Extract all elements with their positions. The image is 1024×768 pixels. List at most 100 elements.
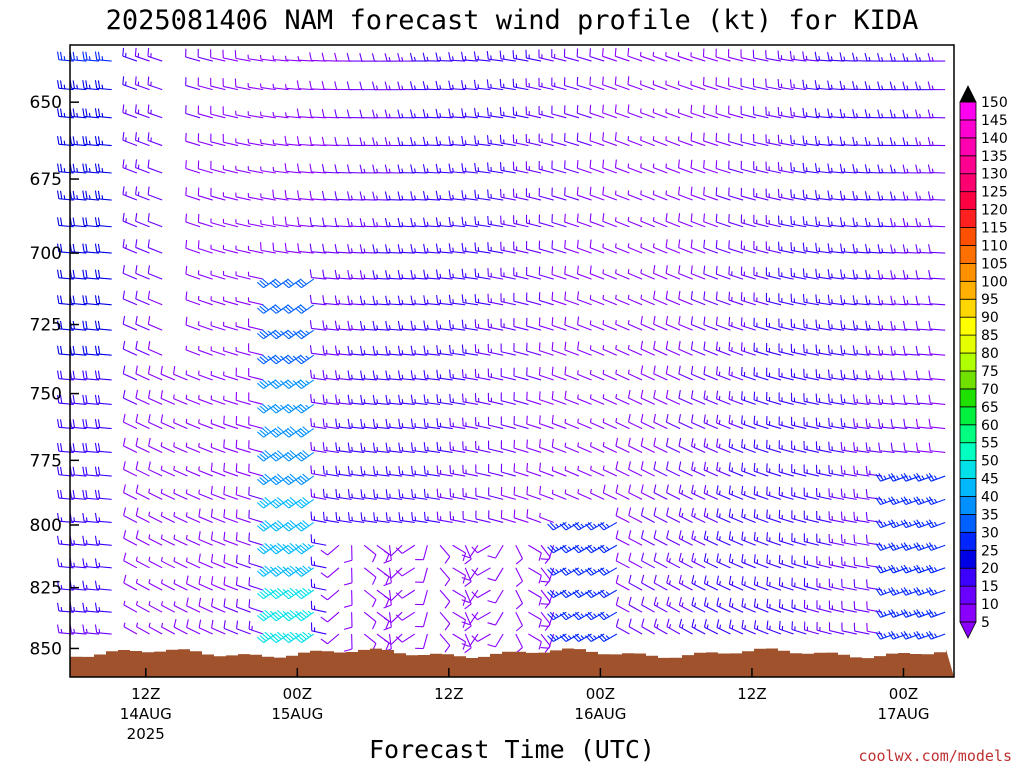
wind-barb [576, 48, 592, 62]
colorbar-segment [959, 280, 977, 300]
wind-barb [590, 488, 605, 500]
wind-barb [82, 466, 100, 477]
wind-barb [602, 484, 618, 500]
wind-barb [753, 576, 769, 591]
wind-barb [235, 554, 251, 569]
wind-barb [461, 242, 478, 254]
wind-barb [198, 575, 213, 591]
wind-barb [135, 290, 150, 306]
wind-barb [185, 345, 201, 356]
wind-barb [260, 193, 276, 201]
wind-barb [640, 80, 655, 91]
wind-barb [372, 345, 390, 356]
wind-barb [665, 413, 681, 430]
wind-barb [753, 342, 769, 356]
wind-barb [122, 186, 138, 201]
wind-barb [82, 51, 100, 62]
wind-barb [310, 511, 327, 523]
wind-barb [627, 76, 643, 91]
wind-barb [777, 78, 794, 91]
wind-barb [816, 578, 832, 591]
wind-barb [589, 265, 605, 280]
wind-barb [828, 600, 845, 613]
wind-barb [385, 466, 403, 477]
y-tick-label: 700 [30, 244, 62, 264]
wind-barb [777, 50, 794, 62]
wind-barb [334, 164, 352, 174]
wind-barb [900, 630, 921, 640]
credit-link[interactable]: coolwx.com/models [858, 747, 1012, 765]
wind-barb [691, 552, 706, 569]
wind-barb [385, 345, 403, 356]
wind-barb [564, 132, 580, 147]
wind-barb [690, 52, 706, 62]
wind-barb [57, 345, 74, 356]
wind-barb [309, 136, 327, 147]
wind-barb [222, 218, 239, 228]
wind-barb [589, 442, 605, 453]
wind-barb [690, 316, 706, 331]
wind-barb [890, 217, 908, 228]
wind-barb [915, 320, 933, 331]
wind-barb [398, 512, 415, 524]
wind-barb [334, 269, 352, 280]
wind-barb [473, 107, 491, 119]
wind-barb [282, 497, 302, 509]
wind-barb [135, 556, 150, 569]
wind-barb [294, 329, 315, 340]
wind-barb [147, 132, 163, 147]
wind-barb [791, 440, 807, 453]
wind-barb [395, 611, 416, 621]
wind-barb [347, 442, 365, 454]
wind-barb [803, 319, 819, 331]
wind-barb [259, 54, 276, 62]
wind-barb [627, 389, 643, 405]
colorbar-label: 135 [981, 149, 1008, 165]
wind-barb [247, 166, 264, 174]
wind-barb [690, 132, 706, 147]
wind-barb [160, 390, 176, 405]
wind-barb [827, 80, 845, 91]
wind-barb [347, 320, 365, 331]
wind-barb [223, 346, 239, 356]
wind-barb [223, 576, 239, 591]
wind-barb [372, 394, 390, 405]
wind-barb [82, 512, 100, 524]
wind-barb [294, 354, 315, 365]
wind-barb [827, 163, 845, 174]
wind-barb [123, 530, 138, 546]
wind-barb [753, 531, 769, 546]
wind-barb [865, 511, 883, 523]
wind-barb [512, 161, 529, 174]
wind-barb [740, 160, 756, 174]
wind-barb [310, 394, 327, 405]
wind-barb [94, 489, 112, 500]
wind-barb [526, 391, 542, 405]
wind-barb [423, 370, 441, 381]
wind-barb [702, 76, 719, 91]
wind-barb [82, 370, 100, 381]
wind-barb [878, 442, 895, 454]
wind-barb [173, 557, 188, 569]
wind-barb [464, 611, 472, 632]
wind-barb [665, 136, 681, 147]
wind-barb [865, 295, 883, 306]
colorbar-label: 105 [981, 256, 1008, 272]
wind-barb [666, 596, 681, 613]
wind-barb [211, 619, 226, 635]
wind-barb [852, 109, 870, 119]
wind-barb [360, 370, 377, 381]
wind-barb [94, 442, 112, 454]
wind-barb [728, 575, 744, 591]
wind-barb [256, 354, 277, 365]
wind-barb [802, 162, 819, 174]
wind-barb [449, 511, 466, 523]
wind-barb [513, 416, 529, 430]
wind-barb [474, 135, 491, 147]
wind-barb [765, 367, 782, 381]
wind-barb [791, 555, 807, 569]
wind-barb [665, 163, 681, 174]
wind-barb [551, 391, 567, 405]
wind-barb [398, 370, 415, 381]
wind-barb [248, 368, 264, 381]
